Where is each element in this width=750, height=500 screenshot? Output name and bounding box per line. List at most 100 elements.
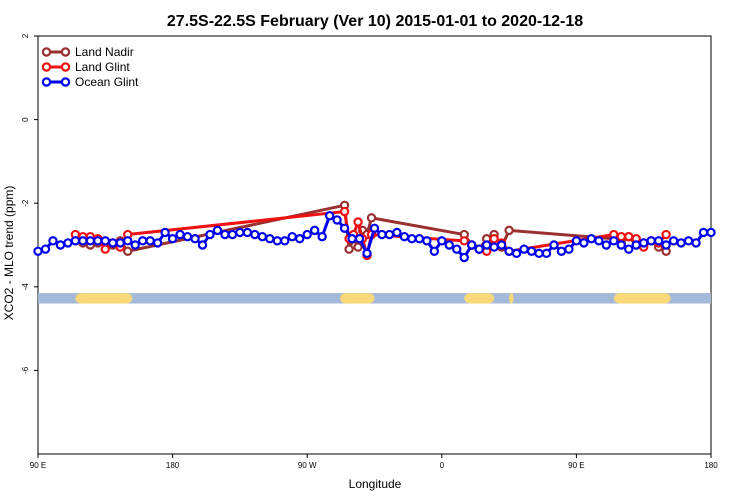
- ocean-glint-point: [384, 229, 395, 240]
- ocean-glint-point: [556, 246, 567, 256]
- plot-frame: [37, 35, 712, 455]
- ocean-glint-point: [511, 248, 522, 259]
- land-segment: [340, 293, 375, 304]
- ocean-glint-point: [534, 248, 544, 259]
- ocean-glint-point: [706, 227, 716, 238]
- legend-label-land-nadir: Land Nadir: [75, 45, 134, 59]
- ocean-glint-point: [624, 244, 634, 254]
- land-glint-point: [459, 236, 469, 246]
- x-tick-label: 0: [440, 461, 445, 470]
- ocean-glint-point: [265, 234, 275, 244]
- ocean-glint-point: [541, 248, 552, 259]
- ocean-glint-point: [429, 246, 440, 256]
- land-glint-point: [353, 217, 363, 227]
- ocean-glint-point: [452, 244, 462, 254]
- ocean-glint-point: [407, 234, 417, 244]
- ocean-glint-point: [167, 234, 178, 244]
- ocean-glint-point: [347, 234, 357, 244]
- ocean-glint-point: [526, 246, 537, 256]
- legend-marker-land-nadir: [60, 47, 71, 57]
- ocean-glint-point: [653, 236, 664, 246]
- ocean-glint-point: [242, 227, 253, 238]
- series-layer: [33, 200, 716, 263]
- ocean-glint-point: [182, 231, 193, 242]
- ocean-glint-point: [467, 240, 477, 250]
- y-axis-label: XCO2 - MLO trend (ppm): [2, 186, 16, 321]
- ocean-glint-point: [496, 240, 507, 250]
- ocean-glint-point: [698, 227, 709, 238]
- land-nadir-point: [504, 225, 514, 236]
- legend-marker-land-glint: [60, 62, 71, 72]
- ocean-glint-point: [691, 238, 701, 248]
- ocean-glint-point: [571, 236, 582, 246]
- ocean-glint-point: [40, 244, 51, 254]
- ocean-glint-point: [369, 223, 380, 233]
- ocean-glint-point: [519, 244, 529, 254]
- ocean-glint-point: [123, 236, 133, 246]
- ocean-glint-point: [549, 240, 559, 250]
- ocean-glint-point: [422, 236, 432, 246]
- legend-marker-ocean-glint: [41, 77, 52, 87]
- land-nadir-point: [123, 246, 133, 256]
- ocean-glint-point: [377, 229, 387, 240]
- ocean-glint-point: [93, 236, 103, 246]
- x-tick-label: 90 E: [30, 461, 46, 470]
- legend-label-land-glint: Land Glint: [75, 60, 130, 74]
- x-axis-label: Longitude: [349, 477, 402, 491]
- ocean-glint-point: [137, 236, 148, 246]
- legend-label-ocean-glint: Ocean Glint: [75, 75, 139, 89]
- ocean-glint-point: [100, 236, 111, 246]
- legend-marker-land-glint: [41, 62, 52, 72]
- ocean-glint-point: [220, 229, 230, 240]
- ocean-glint-point: [190, 234, 200, 244]
- land-nadir-point: [344, 244, 354, 254]
- ocean-glint-point: [489, 242, 499, 252]
- ocean-glint-point: [646, 236, 656, 246]
- ocean-glint-point: [601, 240, 612, 250]
- ocean-glint-point: [399, 231, 410, 242]
- ocean-glint-point: [227, 229, 238, 240]
- legend-marker-land-nadir: [41, 47, 52, 57]
- ocean-glint-point: [63, 238, 73, 248]
- ocean-glint-point: [317, 231, 327, 242]
- land-glint-point: [616, 231, 626, 242]
- ocean-glint-point: [594, 236, 604, 246]
- land-glint-point: [339, 206, 350, 217]
- ocean-glint-point: [616, 240, 626, 250]
- ocean-glint-point: [676, 238, 686, 248]
- ocean-glint-point: [295, 234, 305, 244]
- ocean-glint-point: [579, 238, 589, 248]
- ocean-glint-point: [661, 240, 671, 250]
- ocean-glint-point: [414, 234, 425, 244]
- ocean-glint-point: [250, 229, 260, 240]
- ocean-glint-point: [302, 229, 312, 240]
- ocean-glint-point: [212, 225, 223, 236]
- ocean-glint-point: [332, 215, 342, 225]
- y-tick-label: 2: [21, 33, 30, 38]
- land-glint-point: [100, 244, 111, 254]
- ocean-glint-point: [145, 236, 155, 246]
- ocean-glint-point: [235, 227, 245, 238]
- ocean-glint-point: [564, 244, 574, 254]
- ocean-glint-point: [55, 240, 66, 250]
- x-tick-label: 180: [704, 461, 718, 470]
- x-tick-label: 90 E: [568, 461, 584, 470]
- ocean-glint-point: [481, 240, 492, 250]
- land-nadir-point: [353, 242, 363, 252]
- ocean-glint-point: [362, 248, 372, 259]
- y-tick-label: -6: [21, 366, 30, 374]
- ocean-glint-point: [586, 234, 597, 244]
- ocean-glint-point: [272, 236, 282, 246]
- land-segment: [613, 293, 671, 304]
- ocean-glint-point: [152, 238, 163, 248]
- ocean-glint-point: [668, 236, 679, 246]
- ocean-glint-point: [631, 240, 641, 250]
- ocean-glint-point: [504, 246, 514, 256]
- ocean-glint-point: [354, 234, 365, 244]
- ocean-glint-point: [339, 223, 350, 233]
- series-ocean-glint: [33, 211, 716, 263]
- ocean-glint-point: [639, 238, 649, 248]
- ocean-glint-point: [85, 236, 96, 246]
- ocean-glint-point: [115, 238, 125, 248]
- ocean-glint-point: [70, 236, 81, 246]
